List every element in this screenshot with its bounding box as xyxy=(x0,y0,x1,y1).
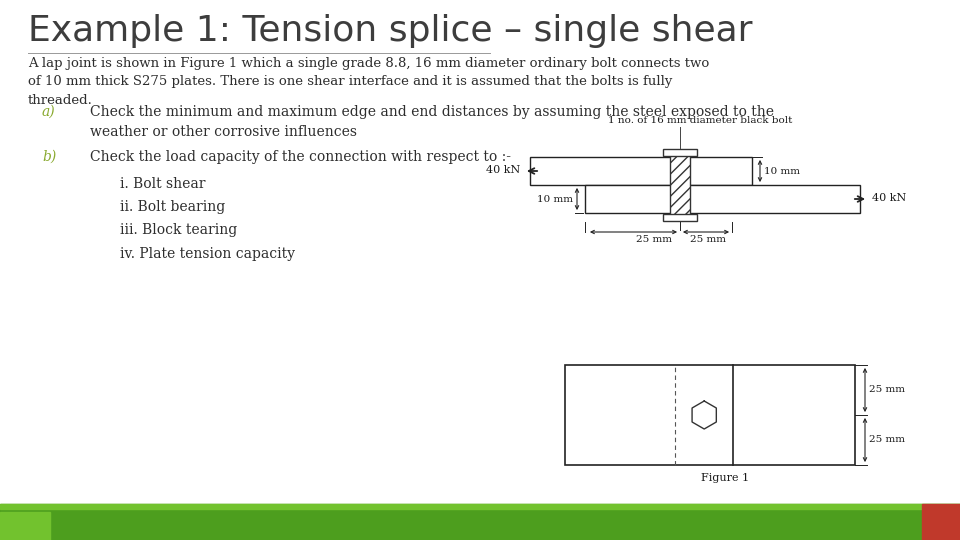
Text: 40 kN: 40 kN xyxy=(486,165,520,175)
Bar xyxy=(670,150,690,218)
Text: 25 mm: 25 mm xyxy=(636,235,672,244)
Bar xyxy=(0,512,50,540)
Text: Figure 1: Figure 1 xyxy=(701,473,749,483)
Bar xyxy=(0,504,960,509)
Bar xyxy=(565,365,855,465)
Text: a): a) xyxy=(42,105,56,119)
Text: 25 mm: 25 mm xyxy=(869,386,905,395)
Text: Check the minimum and maximum edge and end distances by assuming the steel expos: Check the minimum and maximum edge and e… xyxy=(90,105,774,139)
Bar xyxy=(663,214,697,221)
Text: 1 no. of 16 mm diameter black bolt: 1 no. of 16 mm diameter black bolt xyxy=(608,116,792,125)
Text: 10 mm: 10 mm xyxy=(764,166,800,176)
Text: A lap joint is shown in Figure 1 which a single grade 8.8, 16 mm diameter ordina: A lap joint is shown in Figure 1 which a… xyxy=(28,57,709,107)
Text: 40 kN: 40 kN xyxy=(872,193,906,203)
Bar xyxy=(0,504,960,540)
Text: 25 mm: 25 mm xyxy=(690,235,726,244)
Bar xyxy=(663,149,697,156)
Text: i. Bolt shear: i. Bolt shear xyxy=(120,177,205,191)
Text: ii. Bolt bearing: ii. Bolt bearing xyxy=(120,200,226,214)
Text: b): b) xyxy=(42,150,57,164)
Text: 25 mm: 25 mm xyxy=(869,435,905,444)
Text: Check the load capacity of the connection with respect to :-: Check the load capacity of the connectio… xyxy=(90,150,511,164)
Text: 10 mm: 10 mm xyxy=(537,194,573,204)
Text: Example 1: Tension splice – single shear: Example 1: Tension splice – single shear xyxy=(28,14,753,48)
Bar xyxy=(922,504,960,540)
Text: iii. Block tearing: iii. Block tearing xyxy=(120,223,237,237)
Text: iv. Plate tension capacity: iv. Plate tension capacity xyxy=(120,247,295,261)
Bar xyxy=(530,157,752,185)
Bar xyxy=(585,185,860,213)
